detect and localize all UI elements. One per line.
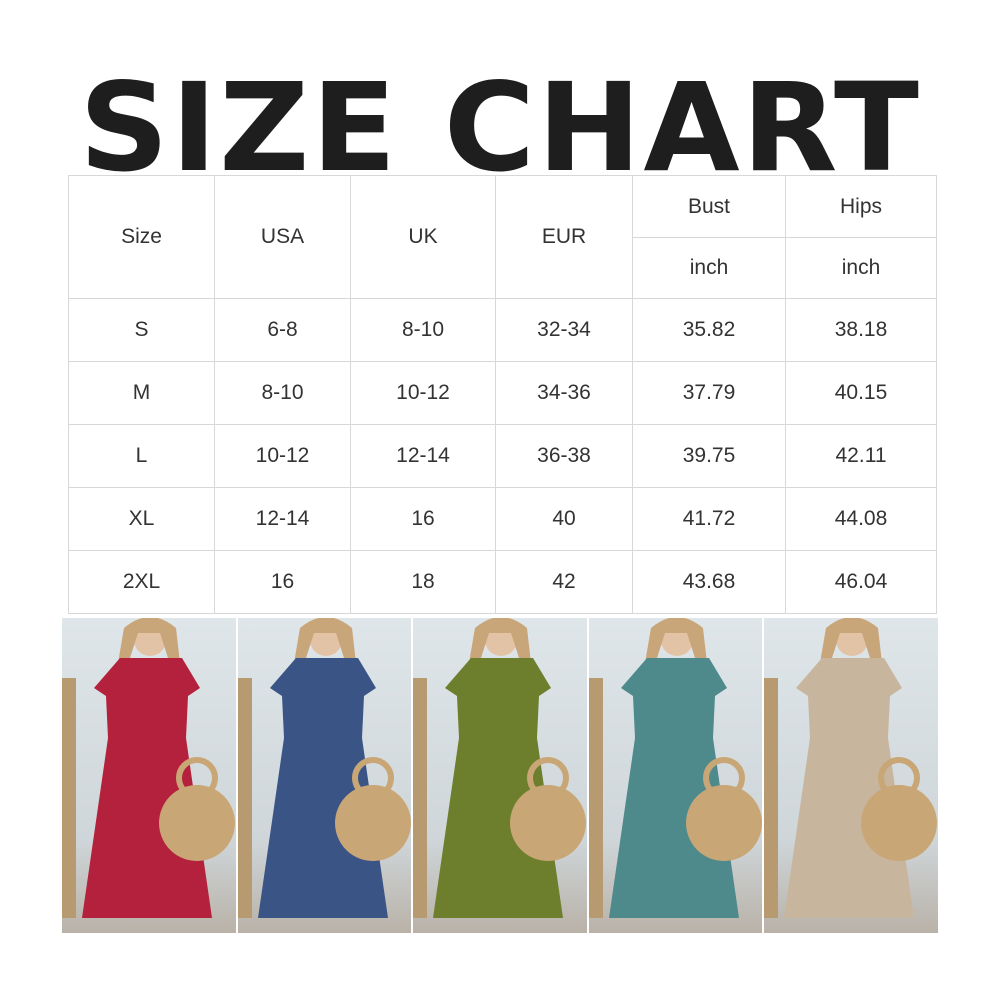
- straw-bag: [861, 785, 938, 861]
- table-cell: 43.68: [632, 550, 786, 614]
- table-cell: 38.18: [785, 298, 937, 362]
- product-photo-olive: [413, 618, 587, 933]
- hair: [820, 618, 883, 663]
- unit-bust: inch: [632, 237, 786, 299]
- table-cell: 8-10: [214, 361, 351, 425]
- table-cell: 40.15: [785, 361, 937, 425]
- table-cell: 10-12: [214, 424, 351, 488]
- table-cell: 16: [350, 487, 496, 551]
- table-cell: 37.79: [632, 361, 786, 425]
- table-header-row: Size USA UK EUR Bust Hips: [68, 175, 937, 299]
- table-unit-row: inch inch: [69, 237, 937, 299]
- jumpsuit-photo: [413, 618, 587, 918]
- header-uk: UK: [350, 175, 496, 299]
- product-photo-beige: [764, 618, 938, 933]
- jumpsuit-photo: [62, 618, 235, 918]
- header-hips: Hips: [785, 175, 937, 238]
- hair: [118, 618, 180, 663]
- table-cell: 42.11: [785, 424, 937, 488]
- table-row: M 8-10 10-12 34-36 37.79 40.15: [68, 361, 937, 425]
- bag-handle: [527, 757, 570, 799]
- table-cell: L: [68, 424, 215, 488]
- table-cell: M: [68, 361, 215, 425]
- straw-bag: [510, 785, 587, 861]
- table-cell: 44.08: [785, 487, 937, 551]
- product-photos: [62, 618, 938, 933]
- table-cell: 35.82: [632, 298, 786, 362]
- table-cell: XL: [68, 487, 215, 551]
- bag-handle: [702, 757, 745, 799]
- page-title: SIZE CHART: [79, 57, 921, 199]
- table-row: S 6-8 8-10 32-34 35.82 38.18: [68, 298, 937, 362]
- table-cell: 46.04: [785, 550, 937, 614]
- plant-stand: [413, 678, 428, 918]
- table-cell: 18: [350, 550, 496, 614]
- straw-bag: [159, 785, 235, 861]
- jumpsuit-photo: [588, 618, 762, 918]
- table-cell: 36-38: [495, 424, 633, 488]
- hair: [644, 618, 707, 663]
- plant-stand: [764, 678, 779, 918]
- header-size: Size: [68, 175, 215, 299]
- table-row: 2XL 16 18 42 43.68 46.04: [68, 550, 937, 614]
- table-cell: 34-36: [495, 361, 633, 425]
- table-cell: 16: [214, 550, 351, 614]
- table-cell: 42: [495, 550, 633, 614]
- table-row: XL 12-14 16 40 41.72 44.08: [68, 487, 937, 551]
- bag-handle: [176, 757, 218, 799]
- table-cell: 8-10: [350, 298, 496, 362]
- header-eur: EUR: [495, 175, 633, 299]
- table-cell: 41.72: [632, 487, 786, 551]
- header-bust: Bust: [632, 175, 786, 238]
- straw-bag: [685, 785, 762, 861]
- product-photo-navy: [237, 618, 412, 933]
- plant-stand: [237, 678, 252, 918]
- table-cell: 10-12: [350, 361, 496, 425]
- bag-handle: [351, 757, 394, 799]
- size-table: Size USA UK EUR Bust Hips inch inch S 6-8…: [68, 175, 937, 614]
- table-row: L 10-12 12-14 36-38 39.75 42.11: [68, 424, 937, 488]
- unit-hips: inch: [785, 237, 937, 299]
- table-cell: 12-14: [350, 424, 496, 488]
- table-cell: 2XL: [68, 550, 215, 614]
- table-cell: S: [68, 298, 215, 362]
- plant-stand: [62, 678, 76, 918]
- table-cell: 40: [495, 487, 633, 551]
- table-cell: 6-8: [214, 298, 351, 362]
- product-photo-teal: [588, 618, 763, 933]
- table-cell: 12-14: [214, 487, 351, 551]
- jumpsuit-photo: [237, 618, 411, 918]
- table-cell: 32-34: [495, 298, 633, 362]
- product-photo-red: [62, 618, 236, 933]
- hair: [293, 618, 356, 663]
- bag-handle: [878, 757, 921, 799]
- hair: [469, 618, 532, 663]
- table-cell: 39.75: [632, 424, 786, 488]
- header-usa: USA: [214, 175, 351, 299]
- jumpsuit-photo: [764, 618, 938, 918]
- straw-bag: [334, 785, 411, 861]
- plant-stand: [588, 678, 603, 918]
